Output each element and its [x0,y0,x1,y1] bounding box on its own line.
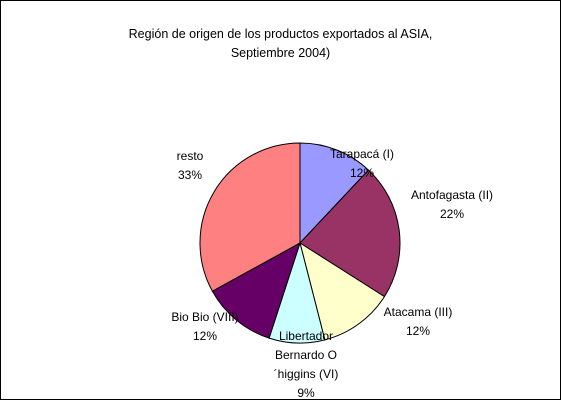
pie-slice [199,142,301,292]
slice-label: Atacama (III) [383,305,453,319]
pie-slice [299,169,401,298]
slice-value-label: 12% [192,329,218,343]
slice-label: Antofagasta (II) [410,188,494,202]
pie-slice [211,241,301,339]
pie-slice [299,241,386,341]
slice-value-label: 12% [405,324,431,338]
slice-label: Tarapacá (I) [329,147,395,161]
slice-value-label: 12% [349,166,375,180]
slice-value-label: 33% [177,168,203,182]
chart-title: Septiembre 2004) [230,46,331,60]
slice-value-label: 9% [297,386,315,400]
slice-label: resto [176,149,204,163]
pie-slice [299,142,370,245]
chart-title: Región de origen de los productos export… [128,27,433,41]
slice-label: Libertador Bernardo O´higgins (VI) [273,329,339,381]
slice-value-label: 22% [439,207,465,221]
slice-label: Bio Bio (VIII) [171,310,239,324]
